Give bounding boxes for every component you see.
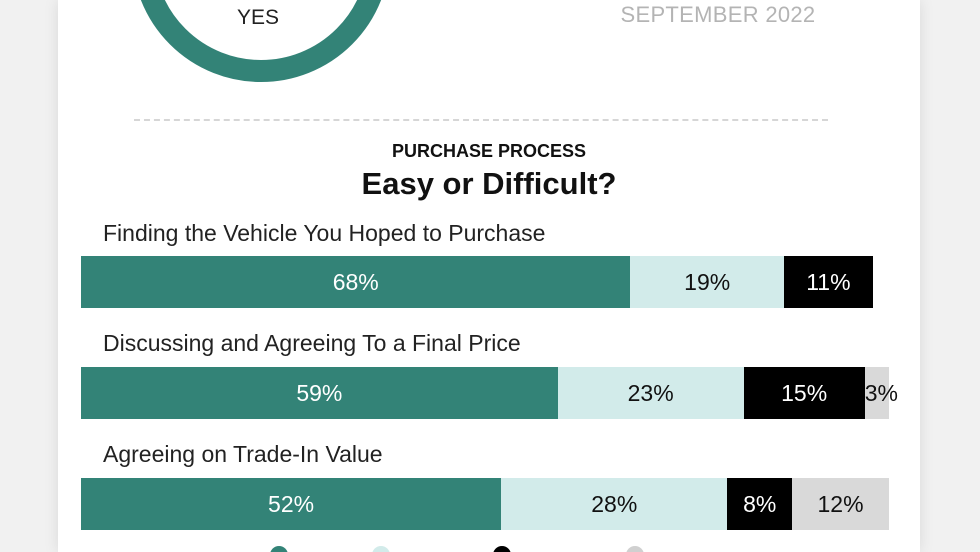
bar-segment: 19% [630,256,784,308]
row-label: Agreeing on Trade-In Value [103,441,383,467]
survey-date: SEPTEMBER 2022 [620,2,816,27]
bar-segment: 15% [743,367,865,419]
chart-title: Easy or Difficult? [361,166,617,201]
row-label: Finding the Vehicle You Hoped to Purchas… [103,220,546,246]
stacked-bar: 68% 19% 11% [81,256,889,308]
bar-segment: 52% [81,478,502,530]
data-label: 11% [806,269,851,295]
bar-segment: 11% [783,256,873,308]
data-label: 3% [864,380,898,406]
row-label: Discussing and Agreeing To a Final Price [103,330,521,356]
data-label: 12% [817,491,864,517]
bar-segment: 28% [501,478,728,530]
bar-segment: 12% [792,478,889,530]
donut-ring [140,0,382,82]
bar-segment: 8% [727,478,793,530]
donut-chart [140,0,382,82]
section-heading: PURCHASE PROCESS [391,141,587,161]
donut-label: YES [236,6,280,29]
dashed-divider [134,119,828,121]
bar-segment: 59% [81,367,558,419]
data-label: 68% [332,269,379,295]
stacked-bar: 59% 23% 15% 3% [81,367,898,419]
data-label: 59% [296,380,343,406]
bar-segment: 23% [557,367,744,419]
legend-dot-neutral [372,546,390,552]
legend-dot-other [626,546,644,552]
stacked-bar: 52% 28% 8% 12% [81,478,889,530]
bar-segment: 3% [864,367,898,419]
data-label: 52% [268,491,315,517]
data-label: 15% [781,380,828,406]
survey-card: YES SEPTEMBER 2022 PURCHASE PROCESS Easy… [58,0,920,552]
data-label: 8% [743,491,777,517]
data-label: 19% [684,269,731,295]
legend-dot-difficult [493,546,511,552]
data-label: 28% [591,491,638,517]
data-label: 23% [627,380,674,406]
bar-segment: 68% [81,256,631,308]
legend-dot-easy [270,546,288,552]
